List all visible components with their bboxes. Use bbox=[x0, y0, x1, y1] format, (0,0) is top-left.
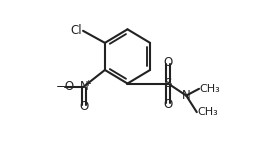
Text: O: O bbox=[164, 56, 173, 69]
Text: N: N bbox=[182, 89, 191, 102]
Text: N: N bbox=[79, 80, 88, 93]
Text: −O: −O bbox=[55, 80, 75, 93]
Text: O: O bbox=[164, 98, 173, 111]
Text: S: S bbox=[164, 77, 172, 90]
Text: CH₃: CH₃ bbox=[200, 84, 221, 94]
Text: CH₃: CH₃ bbox=[198, 107, 218, 117]
Text: O: O bbox=[79, 100, 88, 113]
Text: +: + bbox=[85, 79, 92, 88]
Text: Cl: Cl bbox=[71, 24, 82, 37]
